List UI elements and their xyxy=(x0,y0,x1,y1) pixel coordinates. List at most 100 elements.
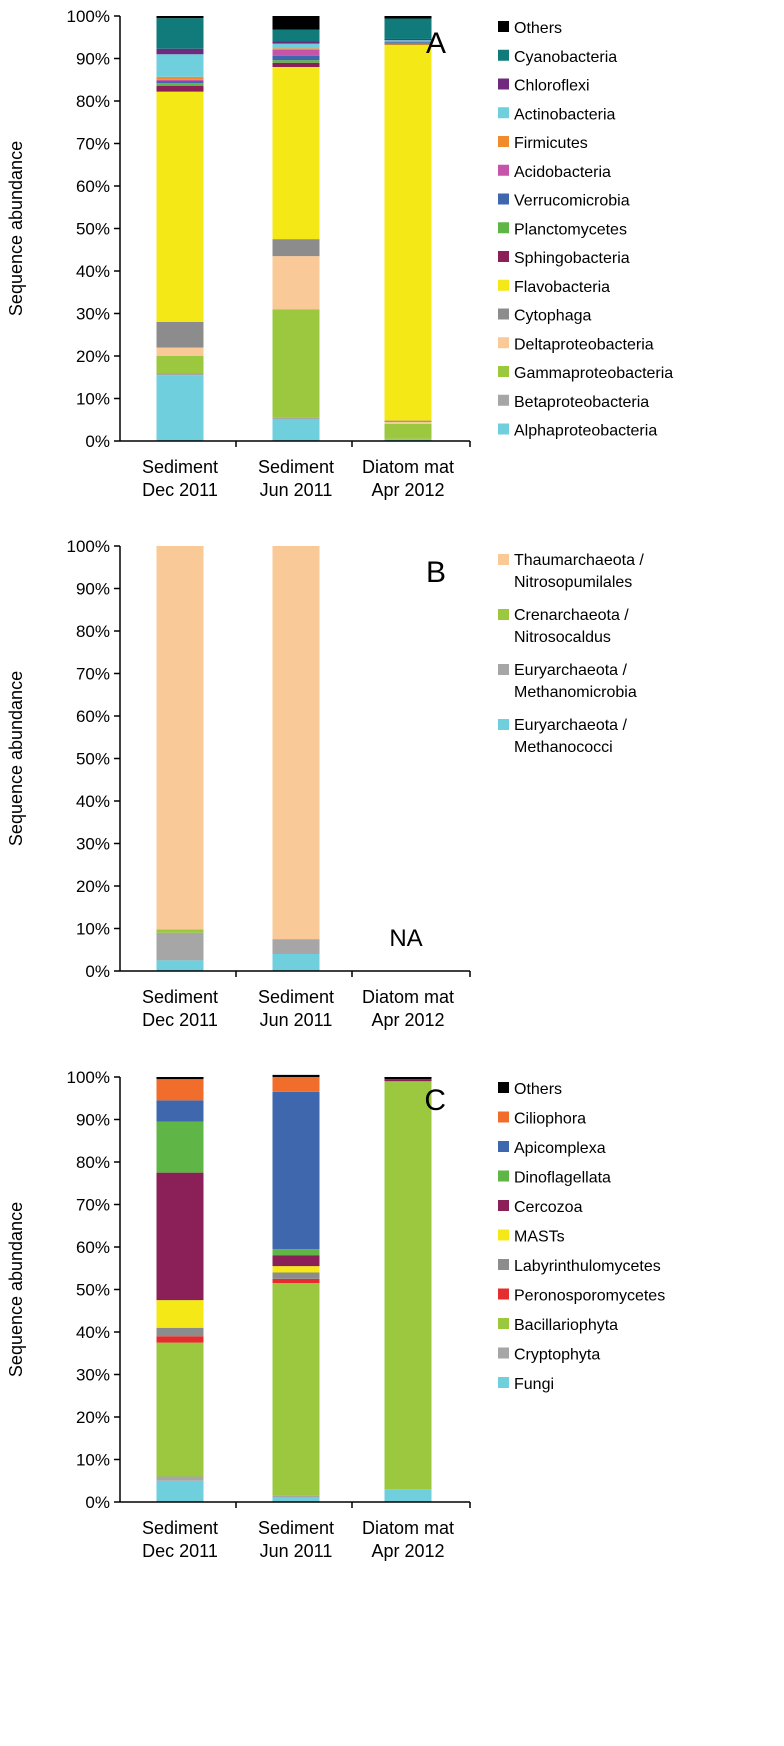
legend-label: Fungi xyxy=(514,1376,554,1393)
legend-swatch xyxy=(498,609,509,620)
bar-segment xyxy=(272,256,320,310)
legend-swatch xyxy=(498,136,509,147)
legend-item: Peronosporomycetes xyxy=(498,1288,665,1305)
legend-item: Ciliophora xyxy=(498,1111,586,1128)
bar-segment xyxy=(384,421,432,424)
legend-item: Acidobacteria xyxy=(498,164,611,181)
bar-segment xyxy=(272,309,320,418)
bar-segment xyxy=(384,40,432,42)
bar-segment xyxy=(156,1172,204,1301)
legend-label: Dinoflagellata xyxy=(514,1170,611,1187)
legend-item: Firmicutes xyxy=(498,135,588,152)
legend-label: Methanococci xyxy=(514,739,613,756)
legend-label: Firmicutes xyxy=(514,135,588,152)
legend-label: MASTs xyxy=(514,1229,565,1246)
y-tick-label: 30% xyxy=(76,1366,110,1385)
x-tick-label: Sediment xyxy=(258,987,334,1007)
legend-swatch xyxy=(498,337,509,349)
bar-segment xyxy=(272,239,320,257)
legend-swatch xyxy=(498,1229,509,1241)
bar-segment xyxy=(384,438,432,440)
bar-segment xyxy=(272,1272,320,1279)
legend-label: Labyrinthulomycetes xyxy=(514,1258,661,1275)
legend-label: Flavobacteria xyxy=(514,279,610,296)
x-tick-label: Sediment xyxy=(142,987,218,1007)
bar-segment xyxy=(384,420,432,422)
legend-swatch xyxy=(498,394,509,406)
legend-swatch xyxy=(498,719,509,730)
legend-swatch xyxy=(498,21,509,32)
bar-segment xyxy=(384,41,432,43)
legend-swatch xyxy=(498,1377,509,1388)
legend-label: Others xyxy=(514,20,562,37)
bar-segment xyxy=(272,1497,320,1502)
bar-segment xyxy=(272,67,320,240)
legend-label: Deltaproteobacteria xyxy=(514,336,654,353)
legend-item: Sphingobacteria xyxy=(498,250,630,267)
bar-segment xyxy=(156,76,204,80)
legend-item: Euryarchaeota / Methanomicrobia xyxy=(498,662,637,701)
legend-label: Apicomplexa xyxy=(514,1140,606,1157)
legend-label: Chloroflexi xyxy=(514,78,590,95)
legend-swatch xyxy=(498,308,509,320)
x-tick-label: Sediment xyxy=(142,1518,218,1538)
legend-swatch xyxy=(498,1082,509,1093)
bar-segment xyxy=(384,43,432,45)
legend-label: Euryarchaeota / xyxy=(514,662,628,679)
legend-item: Deltaproteobacteria xyxy=(498,336,654,353)
legend-swatch xyxy=(498,1111,509,1123)
legend-item: Euryarchaeota / Methanococci xyxy=(498,717,628,756)
legend-swatch xyxy=(498,1288,509,1300)
x-tick-label: Apr 2012 xyxy=(371,1010,444,1030)
y-tick-label: 60% xyxy=(76,1238,110,1257)
legend-item: Cyanobacteria xyxy=(498,49,617,66)
panel-letter: A xyxy=(426,27,446,60)
bar-segment xyxy=(272,41,320,44)
bar-segment xyxy=(156,322,204,348)
y-tick-label: 70% xyxy=(76,665,110,684)
legend-item: Cytophaga xyxy=(498,308,591,325)
legend-label: Cryptophyta xyxy=(514,1347,600,1364)
y-tick-label: 80% xyxy=(76,622,110,641)
y-tick-label: 20% xyxy=(76,877,110,896)
x-tick-label: Apr 2012 xyxy=(371,1541,444,1561)
bar-segment xyxy=(156,48,204,55)
bar-segment xyxy=(156,81,204,84)
legend-swatch xyxy=(498,554,509,565)
bar-segment xyxy=(156,1300,204,1328)
legend-label: Crenarchaeota / xyxy=(514,607,629,624)
y-tick-label: 100% xyxy=(67,1068,110,1087)
x-tick-label: Diatom mat xyxy=(362,1518,454,1538)
y-tick-label: 70% xyxy=(76,135,110,154)
legend-swatch xyxy=(498,1347,509,1359)
legend-item: Verrucomicrobia xyxy=(498,193,630,210)
y-tick-label: 80% xyxy=(76,92,110,111)
bar-segment xyxy=(156,54,204,77)
bar-segment xyxy=(156,1336,204,1343)
x-tick-label: Dec 2011 xyxy=(142,1541,218,1561)
y-tick-label: 80% xyxy=(76,1153,110,1172)
bar-segment xyxy=(272,1077,320,1092)
legend-item: Apicomplexa xyxy=(498,1140,606,1157)
legend-item: Actinobacteria xyxy=(498,106,615,123)
legend-item: MASTs xyxy=(498,1229,565,1246)
legend-label: Nitrosopumilales xyxy=(514,574,632,591)
legend-label: Alphaproteobacteria xyxy=(514,423,657,440)
legend-label: Cercozoa xyxy=(514,1199,583,1216)
y-tick-label: 40% xyxy=(76,262,110,281)
bar-segment xyxy=(156,373,204,376)
bar-segment xyxy=(272,1266,320,1273)
y-tick-label: 70% xyxy=(76,1196,110,1215)
legend-label: Methanomicrobia xyxy=(514,684,637,701)
bar-segment xyxy=(272,1074,320,1077)
legend-label: Betaproteobacteria xyxy=(514,394,649,411)
x-tick-label: Dec 2011 xyxy=(142,1010,218,1030)
y-tick-label: 50% xyxy=(76,1281,110,1300)
bar-segment xyxy=(384,38,432,41)
legend-label: Sphingobacteria xyxy=(514,250,630,267)
bar-segment xyxy=(156,1480,204,1502)
bar-segment xyxy=(156,1121,204,1173)
bar-segment xyxy=(156,546,204,930)
legend-label: Thaumarchaeota / xyxy=(514,552,644,569)
legend-swatch xyxy=(498,1141,509,1152)
